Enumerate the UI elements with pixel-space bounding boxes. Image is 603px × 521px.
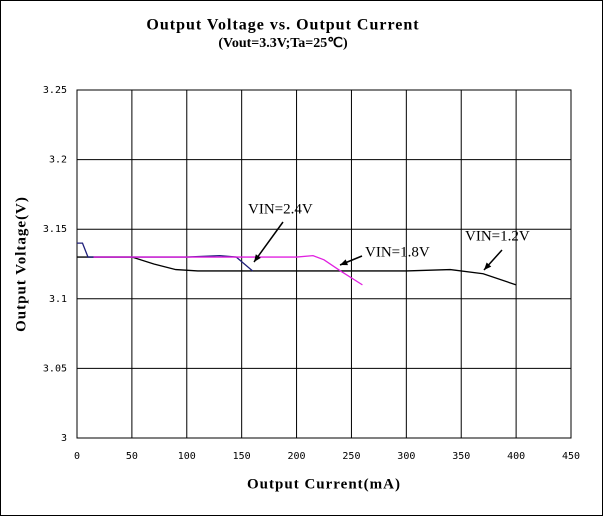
series-label: VIN=2.4V <box>248 201 313 217</box>
x-tick-label: 50 <box>126 451 138 462</box>
x-tick-label: 100 <box>178 451 196 462</box>
x-tick-label: 250 <box>342 451 360 462</box>
chart-subtitle: (Vout=3.3V;Ta=25℃) <box>218 36 348 51</box>
chart-title: Output Voltage vs. Output Current <box>146 17 419 34</box>
x-tick-label: 300 <box>397 451 415 462</box>
x-tick-label: 450 <box>562 451 580 462</box>
y-tick-label: 3.1 <box>49 294 67 305</box>
series-line <box>93 254 363 286</box>
arrow-head <box>340 259 348 266</box>
y-tick-label: 3 <box>61 433 67 444</box>
arrow-head <box>484 262 492 270</box>
y-tick-label: 3.05 <box>43 363 67 374</box>
x-tick-label: 400 <box>507 451 525 462</box>
x-tick-label: 200 <box>288 451 306 462</box>
x-axis-label: Output Current(mA) <box>247 476 401 492</box>
plot-area <box>76 89 572 439</box>
label-arrow <box>253 221 284 263</box>
x-tick-label: 350 <box>452 451 470 462</box>
y-tick-label: 3.2 <box>49 155 67 166</box>
x-tick-label: 150 <box>233 451 251 462</box>
series-label: VIN=1.8V <box>365 244 430 260</box>
arrow-head <box>254 254 261 262</box>
series-label: VIN=1.2V <box>465 228 530 244</box>
x-tick-label: 0 <box>74 451 80 462</box>
y-tick-label: 3.15 <box>43 224 67 235</box>
y-tick-label: 3.25 <box>43 85 67 96</box>
y-axis-label: Output Voltage(V) <box>13 196 29 332</box>
